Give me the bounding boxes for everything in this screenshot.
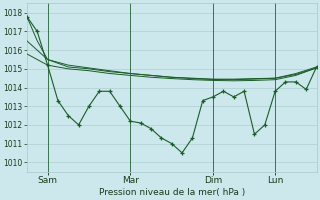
- X-axis label: Pression niveau de la mer( hPa ): Pression niveau de la mer( hPa ): [99, 188, 245, 197]
